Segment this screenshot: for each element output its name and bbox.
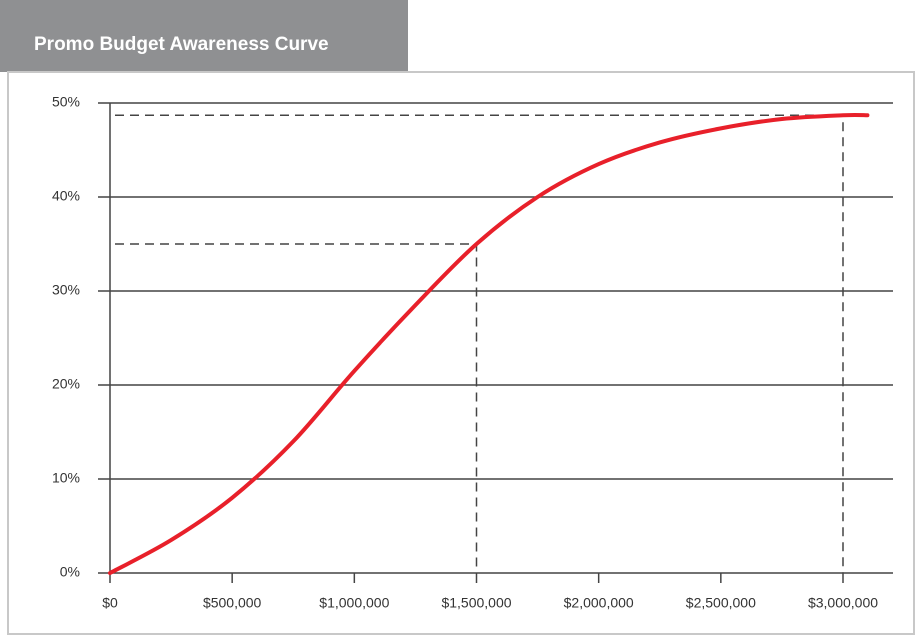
chart-title: Promo Budget Awareness Curve (34, 34, 329, 55)
y-tick-label: 0% (60, 564, 80, 580)
y-tick-label: 10% (52, 470, 80, 486)
line (108, 112, 870, 575)
x-tick-label: $1,000,000 (319, 595, 389, 611)
plot: 0% 10% 20% 30% 40% 50% $0 $500,000 $1,000,000 $1,… (52, 94, 893, 611)
x-tick-label: $3,000,000 (808, 595, 878, 611)
x-tick-label: $0 (102, 595, 118, 611)
title-tab (0, 0, 408, 72)
y-tick-label: 50% (52, 94, 80, 110)
x-tick-label: $2,000,000 (564, 595, 634, 611)
x-tick-label: $500,000 (203, 595, 262, 611)
y-tick-label: 30% (52, 282, 80, 298)
reference-line (115, 243, 478, 573)
x-tick-label: $2,500,000 (686, 595, 756, 611)
frame (7, 71, 915, 635)
y-tick-label: 20% (52, 376, 80, 392)
x-tick-label: $1,500,000 (441, 595, 511, 611)
y-tick-label: 40% (52, 188, 80, 204)
